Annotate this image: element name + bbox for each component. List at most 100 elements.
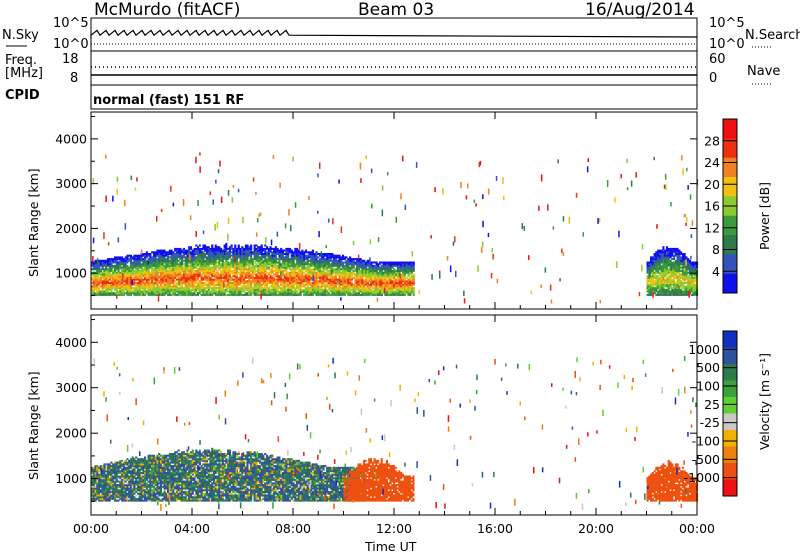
power-cell — [665, 288, 668, 291]
power-cell — [289, 266, 292, 269]
power-cell — [225, 280, 228, 283]
power-cell — [372, 282, 375, 284]
power-cell — [96, 264, 99, 267]
power-cell — [94, 283, 97, 286]
power-cell — [363, 285, 366, 288]
power-cell — [303, 268, 306, 271]
power-cell — [296, 293, 299, 296]
power-cell — [322, 285, 325, 288]
power-cell — [170, 290, 173, 293]
power-cell — [368, 263, 371, 266]
power-cell — [207, 258, 210, 261]
power-cell — [319, 280, 322, 283]
power-cell — [269, 280, 272, 283]
power-cell — [165, 275, 168, 278]
power-cell — [281, 278, 284, 281]
power-cell — [140, 264, 143, 267]
power-cell — [142, 275, 145, 278]
power-cell — [99, 276, 102, 279]
power-cell — [200, 249, 203, 252]
power-cell — [308, 254, 311, 257]
power-cell — [156, 285, 159, 288]
power-cell — [308, 270, 311, 272]
power-cell — [356, 283, 359, 286]
power-cell — [209, 271, 212, 274]
power-cell — [387, 278, 390, 281]
power-cell — [664, 251, 667, 254]
power-cell — [297, 268, 300, 271]
power-cell — [99, 268, 102, 271]
power-cell — [170, 275, 173, 278]
power-cell — [126, 287, 129, 290]
power-cell — [409, 285, 412, 288]
power-cell — [253, 256, 256, 259]
power-cell — [290, 287, 293, 290]
power-cell — [334, 287, 337, 290]
power-cell — [243, 258, 246, 261]
power-cell — [232, 249, 235, 252]
power-cell — [287, 259, 290, 262]
power-cell — [115, 268, 118, 271]
power-cell — [296, 273, 299, 276]
power-cell — [163, 282, 166, 284]
power-cell — [692, 273, 695, 276]
power-cell — [147, 287, 150, 290]
power-cell — [154, 263, 157, 266]
power-cell — [338, 273, 341, 276]
power-cell — [225, 290, 228, 293]
power-cell — [175, 261, 178, 264]
power-cell — [347, 285, 350, 288]
power-sparse-cell — [279, 182, 281, 188]
power-cell — [213, 285, 216, 288]
power-cell — [276, 285, 279, 288]
power-cell — [228, 251, 231, 254]
power-cell — [650, 293, 653, 296]
power-cell — [151, 273, 154, 276]
power-cell — [174, 283, 177, 286]
power-cell — [269, 263, 272, 266]
power-cell — [255, 270, 258, 272]
power-cell — [403, 278, 406, 281]
power-cell — [395, 292, 398, 295]
power-cell — [186, 264, 189, 267]
power-cell — [333, 261, 336, 264]
power-cell — [131, 266, 134, 269]
power-cell — [253, 276, 256, 279]
power-cell — [225, 264, 228, 267]
power-cell — [306, 264, 309, 267]
power-cell — [94, 285, 97, 288]
power-cell — [248, 280, 251, 283]
power-cell — [379, 280, 382, 283]
power-cell — [301, 283, 304, 286]
power-cell — [357, 258, 360, 261]
power-cell — [145, 275, 148, 278]
power-cell — [161, 285, 164, 288]
power-cell — [117, 282, 120, 284]
power-cell — [665, 254, 668, 257]
power-cell — [211, 287, 214, 290]
power-cell — [327, 275, 330, 278]
power-cell — [685, 285, 688, 288]
power-cell — [235, 261, 238, 264]
power-cell — [181, 288, 184, 291]
power-cell — [655, 280, 658, 283]
power-cell — [191, 264, 194, 267]
power-cell — [671, 266, 674, 269]
power-cell — [262, 287, 265, 290]
power-cell — [195, 285, 198, 288]
power-cell — [665, 292, 668, 295]
power-cell — [329, 287, 332, 290]
power-cell — [181, 290, 184, 293]
power-cell — [676, 276, 679, 279]
power-cell — [333, 280, 336, 283]
power-cell — [213, 273, 216, 276]
power-cell — [253, 253, 256, 255]
power-cell — [665, 256, 668, 259]
power-cell — [338, 285, 341, 288]
power-cell — [308, 290, 311, 293]
power-cell — [320, 275, 323, 278]
power-cell — [280, 293, 283, 296]
power-cell — [117, 263, 120, 266]
power-cell — [179, 275, 182, 278]
power-cell — [243, 275, 246, 278]
